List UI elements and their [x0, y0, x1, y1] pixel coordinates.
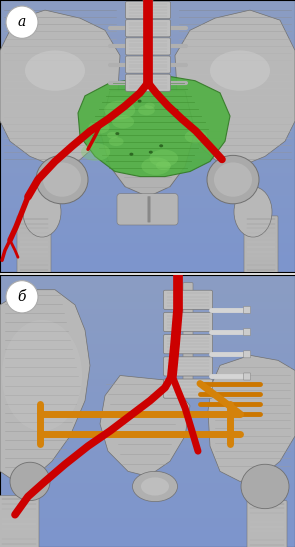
- Ellipse shape: [141, 478, 169, 496]
- Polygon shape: [78, 75, 230, 177]
- Ellipse shape: [138, 105, 155, 115]
- Ellipse shape: [210, 50, 270, 91]
- FancyBboxPatch shape: [0, 496, 39, 547]
- FancyBboxPatch shape: [148, 196, 150, 223]
- Polygon shape: [175, 10, 295, 166]
- Ellipse shape: [23, 187, 61, 237]
- Ellipse shape: [132, 472, 178, 502]
- FancyBboxPatch shape: [243, 373, 250, 380]
- FancyBboxPatch shape: [243, 351, 250, 358]
- Ellipse shape: [2, 320, 82, 431]
- FancyBboxPatch shape: [117, 194, 178, 225]
- Ellipse shape: [104, 101, 135, 119]
- FancyBboxPatch shape: [143, 67, 153, 77]
- FancyBboxPatch shape: [125, 38, 171, 55]
- Ellipse shape: [214, 162, 252, 197]
- FancyBboxPatch shape: [244, 216, 278, 274]
- Ellipse shape: [115, 132, 119, 135]
- FancyBboxPatch shape: [163, 312, 212, 331]
- FancyBboxPatch shape: [17, 216, 51, 274]
- Ellipse shape: [149, 150, 153, 154]
- Ellipse shape: [185, 130, 207, 143]
- Ellipse shape: [25, 50, 85, 91]
- Ellipse shape: [81, 143, 110, 161]
- Ellipse shape: [174, 109, 178, 112]
- Ellipse shape: [156, 161, 171, 170]
- FancyBboxPatch shape: [163, 357, 212, 376]
- Ellipse shape: [130, 153, 133, 156]
- Circle shape: [6, 281, 38, 313]
- Ellipse shape: [234, 187, 272, 237]
- FancyBboxPatch shape: [183, 349, 193, 359]
- FancyBboxPatch shape: [143, 49, 153, 59]
- Ellipse shape: [145, 103, 155, 109]
- FancyBboxPatch shape: [143, 0, 153, 4]
- FancyBboxPatch shape: [183, 371, 193, 382]
- Text: а: а: [18, 15, 26, 29]
- Ellipse shape: [159, 144, 163, 147]
- Polygon shape: [0, 10, 120, 166]
- Ellipse shape: [137, 100, 142, 103]
- FancyBboxPatch shape: [163, 290, 212, 310]
- FancyBboxPatch shape: [243, 306, 250, 313]
- FancyBboxPatch shape: [183, 283, 193, 293]
- FancyBboxPatch shape: [247, 501, 287, 547]
- FancyBboxPatch shape: [125, 20, 171, 37]
- Circle shape: [6, 6, 38, 38]
- Polygon shape: [0, 290, 90, 481]
- FancyBboxPatch shape: [125, 2, 171, 19]
- FancyBboxPatch shape: [125, 74, 171, 91]
- FancyBboxPatch shape: [243, 329, 250, 336]
- Ellipse shape: [36, 155, 88, 204]
- FancyBboxPatch shape: [183, 305, 193, 315]
- FancyBboxPatch shape: [143, 12, 153, 22]
- Ellipse shape: [109, 137, 124, 146]
- Ellipse shape: [43, 162, 81, 197]
- FancyBboxPatch shape: [183, 327, 193, 337]
- FancyBboxPatch shape: [163, 379, 212, 398]
- Ellipse shape: [88, 121, 109, 133]
- Ellipse shape: [107, 132, 118, 138]
- Text: б: б: [18, 290, 26, 304]
- Polygon shape: [100, 375, 190, 476]
- Ellipse shape: [241, 464, 289, 509]
- Ellipse shape: [207, 155, 259, 204]
- FancyBboxPatch shape: [163, 335, 212, 354]
- Polygon shape: [100, 91, 195, 197]
- FancyBboxPatch shape: [125, 56, 171, 73]
- Ellipse shape: [10, 462, 50, 501]
- Ellipse shape: [112, 115, 134, 129]
- Polygon shape: [208, 356, 295, 481]
- Ellipse shape: [150, 149, 178, 167]
- FancyBboxPatch shape: [143, 30, 153, 40]
- Ellipse shape: [141, 158, 171, 175]
